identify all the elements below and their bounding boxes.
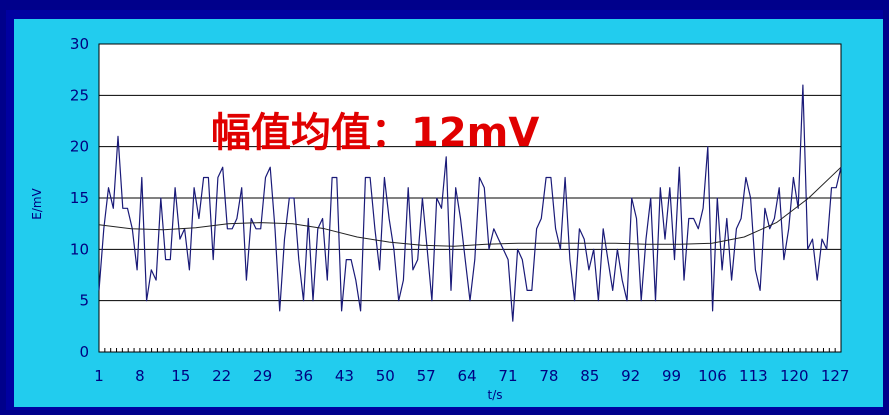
x-tick-labels: 1 8 15 22 29 36 43 50 57 64 71 78 85 92 99 106 113 120 127 xyxy=(94,367,849,385)
x-tick-label: 99 xyxy=(662,367,681,385)
y-tick-label: 25 xyxy=(70,86,89,104)
x-tick-label: 92 xyxy=(621,367,640,385)
x-tick-label: 50 xyxy=(376,367,395,385)
x-tick-label: 78 xyxy=(539,367,558,385)
x-tick-label: 36 xyxy=(294,367,313,385)
plot-border xyxy=(98,43,842,353)
x-tick-label: 8 xyxy=(135,367,145,385)
line-chart: 0 5 10 15 20 25 30 1 8 15 22 29 36 43 50 57 64 71 78 85 92 9… xyxy=(30,35,849,402)
outer-frame: 0 5 10 15 20 25 30 1 8 15 22 29 36 43 50 57 64 71 78 85 92 9… xyxy=(6,10,883,410)
y-tick-label: 5 xyxy=(79,292,89,310)
mean-amplitude-annotation: 幅值均值：12mV xyxy=(211,110,539,156)
x-tick-label: 15 xyxy=(171,367,190,385)
y-tick-label: 15 xyxy=(70,189,89,207)
y-tick-labels: 0 5 10 15 20 25 30 xyxy=(70,35,89,361)
x-tick-label: 57 xyxy=(417,367,436,385)
y-axis-label: E/mV xyxy=(30,187,44,219)
chart-panel: 0 5 10 15 20 25 30 1 8 15 22 29 36 43 50 57 64 71 78 85 92 9… xyxy=(14,19,883,407)
x-tick-label: 106 xyxy=(698,367,727,385)
series-lines xyxy=(98,84,842,322)
y-tick-label: 0 xyxy=(79,343,89,361)
x-tick-label: 71 xyxy=(498,367,517,385)
x-tick-label: 29 xyxy=(253,367,272,385)
y-tick-label: 20 xyxy=(70,138,89,156)
y-tick-label: 30 xyxy=(70,35,89,53)
x-tick-label: 1 xyxy=(94,367,104,385)
x-minor-ticks xyxy=(98,348,842,352)
x-tick-label: 127 xyxy=(821,367,850,385)
x-tick-label: 43 xyxy=(335,367,354,385)
signal-series-line xyxy=(98,84,842,322)
x-tick-label: 120 xyxy=(780,367,809,385)
x-tick-label: 85 xyxy=(580,367,599,385)
y-tick-label: 10 xyxy=(70,240,89,258)
x-tick-label: 113 xyxy=(739,367,768,385)
x-tick-label: 64 xyxy=(458,367,477,385)
x-tick-label: 22 xyxy=(212,367,231,385)
x-axis-label: t/s xyxy=(488,388,503,402)
trend-series-line xyxy=(98,166,842,247)
